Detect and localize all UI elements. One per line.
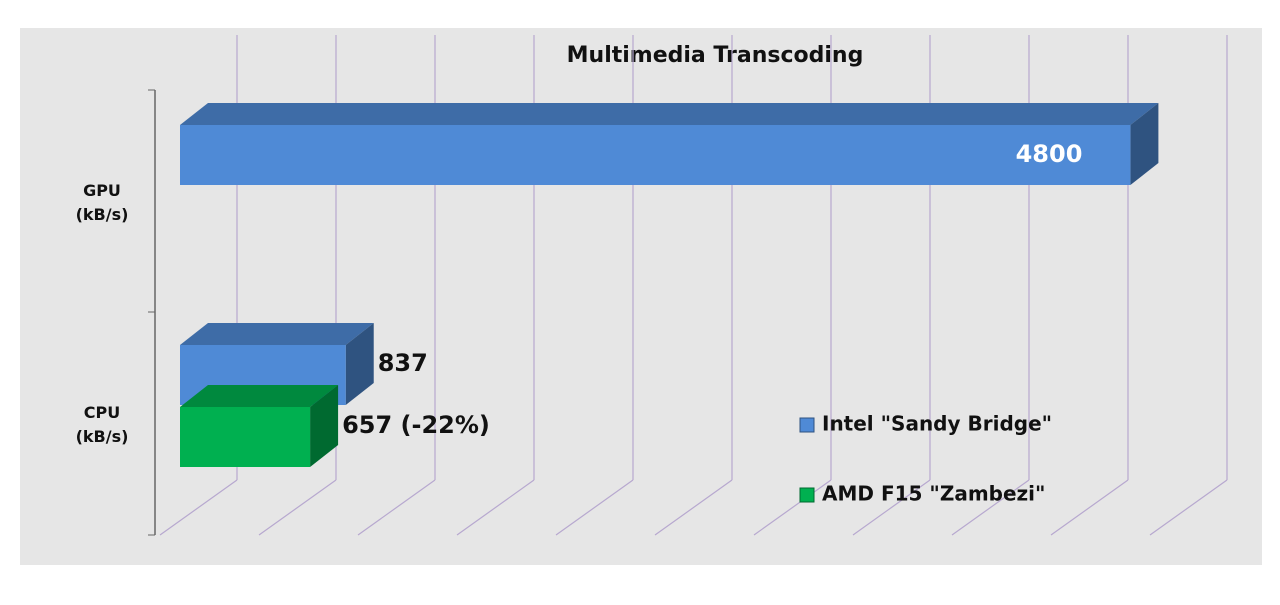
data-label: 657 (-22%)	[342, 411, 490, 439]
bar-top	[180, 103, 1159, 125]
floor-line	[258, 479, 337, 536]
bar-side	[345, 323, 374, 405]
floor-line	[852, 479, 931, 536]
floor-line	[753, 479, 832, 536]
floor-line	[456, 479, 535, 536]
floor-line	[357, 479, 436, 536]
category-label: CPU (kB/s)	[75, 403, 129, 446]
floor-line	[555, 479, 634, 536]
bar	[180, 125, 1131, 185]
floor-line	[951, 479, 1030, 536]
category-label: GPU (kB/s)	[75, 181, 129, 224]
floor-line	[1149, 479, 1228, 536]
floor-line	[654, 479, 733, 536]
chart-title: Multimedia Transcoding	[567, 43, 864, 68]
bar-side	[1130, 103, 1159, 185]
legend-swatch	[799, 487, 815, 503]
legend-label: Intel "Sandy Bridge"	[822, 412, 1052, 436]
bar-side	[310, 385, 339, 467]
bar-top	[180, 323, 374, 345]
bar	[180, 407, 311, 467]
floor-line	[1050, 479, 1129, 536]
data-label: 4800	[1016, 140, 1083, 168]
floor-line	[159, 479, 238, 536]
legend-label: AMD F15 "Zambezi"	[822, 482, 1045, 506]
legend-swatch	[799, 417, 815, 433]
data-label: 837	[378, 349, 428, 377]
bar-top	[180, 385, 339, 407]
